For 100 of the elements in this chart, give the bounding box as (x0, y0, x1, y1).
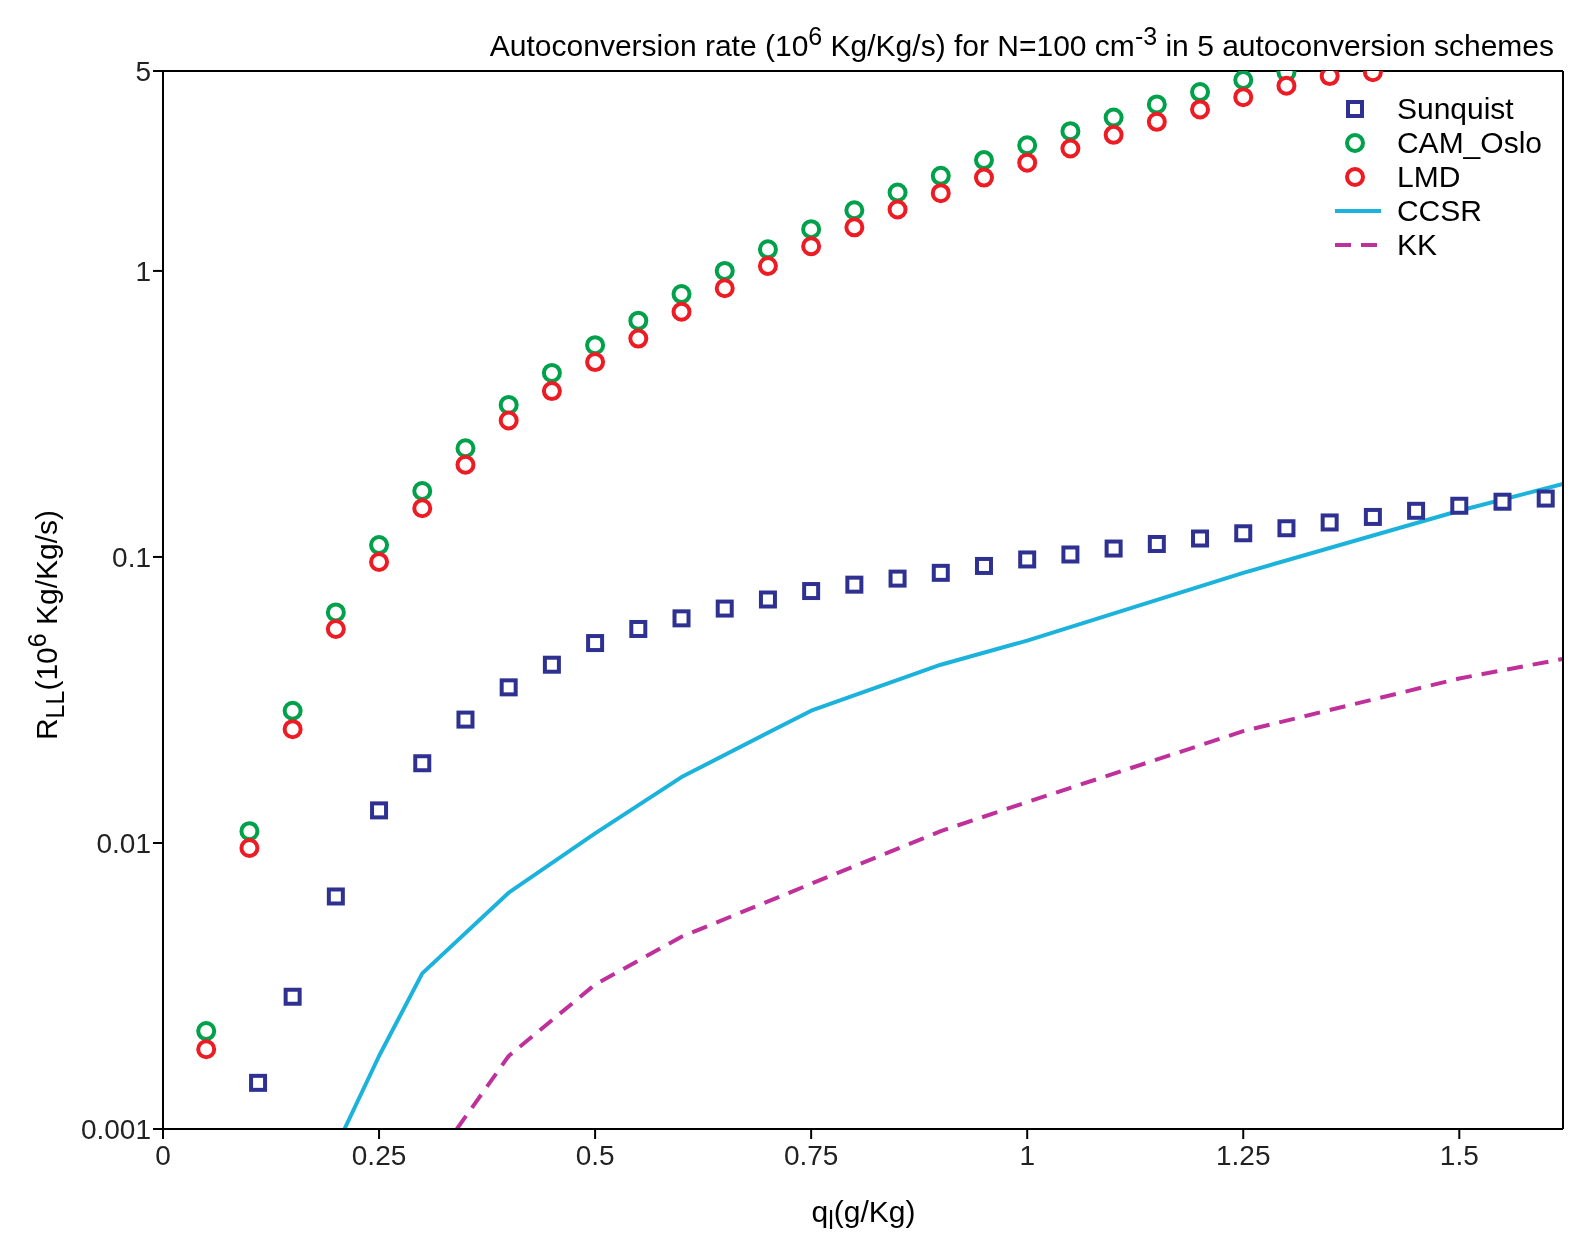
point (1060, 121, 1081, 142)
point (1017, 152, 1038, 173)
point (239, 838, 260, 859)
point (282, 719, 303, 740)
point (499, 678, 518, 697)
point (196, 1021, 217, 1042)
point (1320, 513, 1339, 532)
point (1277, 519, 1296, 538)
point (887, 199, 908, 220)
point (973, 150, 994, 171)
y-tick-label: 0.001 (80, 1113, 151, 1145)
point (1146, 111, 1167, 132)
point (628, 310, 649, 331)
point (757, 239, 778, 260)
y-tick-label: 0.1 (112, 541, 151, 573)
point (1276, 75, 1297, 96)
point (196, 1039, 217, 1060)
legend-label: LMD (1396, 160, 1461, 194)
point (1363, 507, 1382, 526)
point (542, 655, 561, 674)
x-tick-label: 0 (155, 1139, 171, 1171)
legend-label: KK (1396, 228, 1437, 262)
point (1060, 138, 1081, 159)
point (412, 481, 433, 502)
point (802, 582, 821, 601)
point (1234, 524, 1253, 543)
x-tick-label: 0.5 (575, 1139, 615, 1171)
point (1233, 87, 1254, 108)
point (629, 619, 648, 638)
point (757, 256, 778, 277)
point (1190, 99, 1211, 120)
point (455, 454, 476, 475)
point (931, 563, 950, 582)
line-series (342, 481, 1563, 1129)
point (326, 887, 345, 906)
point (369, 535, 390, 556)
point (671, 284, 692, 305)
point (239, 821, 260, 842)
point (671, 301, 692, 322)
point (585, 335, 606, 356)
point (1018, 550, 1037, 569)
point (325, 602, 346, 623)
point (585, 352, 606, 373)
point (844, 200, 865, 221)
point (1103, 107, 1124, 128)
point (586, 634, 605, 653)
point (1233, 71, 1254, 91)
point (758, 590, 777, 609)
line-series (454, 656, 1563, 1129)
legend-label: CCSR (1396, 194, 1482, 228)
point (714, 260, 735, 281)
point (541, 381, 562, 402)
point (887, 182, 908, 203)
point (369, 552, 390, 573)
y-tick-label: 0.01 (96, 827, 151, 859)
point (1104, 539, 1123, 558)
point (714, 278, 735, 299)
point (1146, 94, 1167, 115)
point (1407, 501, 1426, 520)
x-tick-label: 1.5 (1439, 1139, 1479, 1171)
point (541, 362, 562, 383)
point (801, 219, 822, 240)
point (801, 236, 822, 257)
point (628, 328, 649, 349)
x-tick-label: 0.25 (351, 1139, 407, 1171)
point (412, 498, 433, 519)
x-tick-label: 1 (1019, 1139, 1035, 1171)
point (973, 167, 994, 188)
point (1061, 545, 1080, 564)
point (1190, 82, 1211, 103)
point (930, 183, 951, 204)
chart-title: Autoconversion rate (10$^{6}$ Kg/Kg/s) for N=100 cm$^{-3}$ in 5 autoconversion schemes (489, 22, 1554, 63)
point (1017, 135, 1038, 156)
point (1493, 492, 1512, 511)
point (413, 754, 432, 773)
point (844, 217, 865, 238)
point (282, 700, 303, 721)
point (455, 438, 476, 459)
y-tick-label: 5 (135, 55, 151, 87)
point (249, 1073, 268, 1092)
point (888, 569, 907, 588)
point (456, 710, 475, 729)
point (283, 987, 302, 1006)
point (1536, 489, 1555, 508)
x-axis-title: q$_{l}$(g/Kg) (810, 1195, 917, 1235)
point (930, 165, 951, 186)
point (845, 575, 864, 594)
point (672, 609, 691, 628)
point (1450, 496, 1469, 515)
point (498, 394, 519, 415)
legend-label: CAM_Oslo (1396, 126, 1542, 160)
point (325, 618, 346, 639)
legend-label: Sunquist (1396, 92, 1514, 126)
point (370, 801, 389, 820)
point (1103, 124, 1124, 145)
point (715, 599, 734, 618)
x-tick-label: 0.75 (783, 1139, 839, 1171)
point (1191, 529, 1210, 548)
x-tick-label: 1.25 (1216, 1139, 1271, 1171)
y-tick-label: 1 (135, 255, 151, 287)
